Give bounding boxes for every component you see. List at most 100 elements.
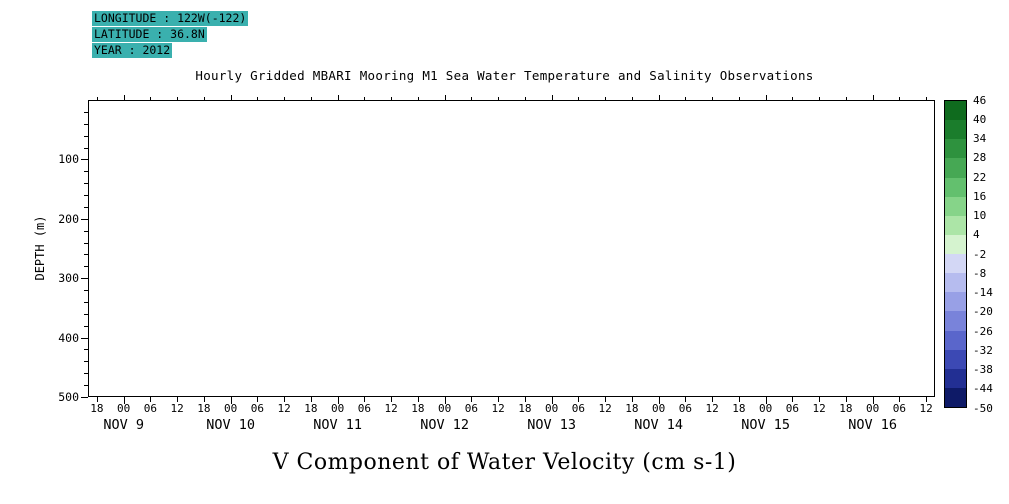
x-tick	[899, 397, 901, 402]
x-hour-label: 12	[705, 402, 719, 415]
x-tick-top	[150, 97, 152, 100]
y-tick	[84, 123, 88, 125]
colorbar	[944, 100, 967, 408]
colorbar-segment	[945, 330, 966, 350]
y-tick	[84, 266, 88, 268]
x-tick-top	[926, 97, 928, 100]
chart-caption: V Component of Water Velocity (cm s-1)	[272, 450, 737, 475]
x-tick-top	[96, 97, 98, 100]
colorbar-tick-label: -50	[973, 401, 993, 415]
x-tick	[284, 397, 286, 402]
y-tick	[84, 313, 88, 315]
x-tick	[872, 397, 874, 404]
x-tick-top	[203, 97, 205, 100]
y-tick	[81, 278, 88, 280]
x-tick-top	[792, 97, 794, 100]
colorbar-tick-label: 4	[973, 228, 980, 242]
colorbar-segment	[945, 273, 966, 293]
x-tick-top	[444, 95, 446, 100]
y-tick	[84, 195, 88, 197]
x-date-label: NOV 13	[527, 417, 576, 433]
x-tick	[444, 397, 446, 404]
y-tick-label: 100	[58, 152, 79, 167]
x-hour-label: 00	[865, 402, 880, 415]
x-date-label: NOV 16	[848, 417, 897, 433]
y-tick	[84, 171, 88, 173]
x-hour-label: 12	[170, 402, 184, 415]
x-tick	[230, 397, 232, 404]
y-tick-label: 400	[58, 330, 79, 345]
colorbar-segment	[945, 292, 966, 312]
y-tick	[81, 218, 88, 220]
x-tick-top	[872, 95, 874, 100]
x-tick-top	[498, 97, 500, 100]
colorbar-segment	[945, 234, 966, 254]
x-hour-label: 00	[331, 402, 345, 415]
x-tick	[551, 397, 553, 404]
colorbar-tick-label: 22	[973, 170, 987, 184]
x-date-label: NOV 9	[103, 417, 144, 433]
x-tick-top	[417, 97, 419, 100]
x-tick-top	[257, 97, 259, 100]
colorbar-segment	[945, 196, 966, 216]
x-date-label: NOV 14	[634, 417, 683, 433]
x-tick	[364, 397, 366, 402]
colorbar-tick-label: -32	[973, 343, 993, 357]
colorbar-tick-label: -14	[973, 286, 993, 299]
x-tick	[471, 397, 473, 402]
colorbar-segment	[945, 215, 966, 235]
x-hour-label: 00	[758, 402, 773, 415]
x-tick	[417, 397, 419, 402]
x-hour-label: 12	[491, 402, 505, 415]
x-hour-label: 18	[90, 402, 104, 415]
colorbar-segment	[945, 101, 966, 121]
y-tick	[84, 290, 88, 292]
colorbar-segment	[945, 158, 966, 178]
x-tick	[658, 397, 660, 404]
x-tick	[257, 397, 259, 402]
x-hour-label: 06	[357, 402, 371, 415]
plot-frame	[88, 100, 935, 397]
x-tick	[524, 397, 526, 402]
x-tick-top	[364, 97, 366, 100]
metadata-latitude: LATITUDE : 36.8N	[92, 27, 207, 42]
x-tick-top	[765, 95, 767, 100]
colorbar-tick-label: 10	[973, 209, 987, 222]
colorbar-segment	[945, 387, 966, 407]
colorbar-segment	[945, 311, 966, 331]
chart-title: Hourly Gridded MBARI Mooring M1 Sea Wate…	[195, 68, 814, 83]
x-tick-top	[819, 97, 821, 100]
x-tick-top	[685, 97, 687, 100]
x-hour-label: 06	[678, 402, 692, 415]
x-hour-label: 06	[250, 402, 265, 415]
colorbar-tick-label: 34	[973, 132, 987, 145]
y-tick	[84, 301, 88, 303]
x-tick-top	[551, 95, 553, 100]
colorbar-tick-label: -26	[973, 324, 993, 338]
y-tick	[84, 361, 88, 363]
x-hour-label: 18	[732, 402, 746, 415]
y-tick	[84, 135, 88, 137]
colorbar-tick-label: -38	[973, 363, 993, 376]
x-date-label: NOV 10	[206, 417, 256, 433]
x-tick-top	[524, 97, 526, 100]
x-date-label: NOV 15	[741, 417, 790, 433]
y-tick	[84, 385, 88, 387]
metadata-longitude: LONGITUDE : 122W(-122)	[92, 11, 249, 26]
colorbar-tick-label: 28	[973, 151, 987, 165]
x-hour-label: 06	[143, 402, 158, 415]
x-tick-top	[471, 97, 473, 100]
x-tick	[845, 397, 847, 402]
x-tick	[578, 397, 580, 402]
x-tick	[819, 397, 821, 402]
colorbar-segment	[945, 368, 966, 388]
x-tick-top	[123, 95, 125, 100]
x-tick	[792, 397, 794, 402]
x-hour-label: 18	[625, 402, 639, 415]
x-tick-top	[284, 97, 286, 100]
y-tick	[84, 147, 88, 149]
colorbar-segment	[945, 349, 966, 369]
x-tick-top	[605, 97, 607, 100]
x-tick	[310, 397, 312, 402]
colorbar-segment	[945, 139, 966, 159]
